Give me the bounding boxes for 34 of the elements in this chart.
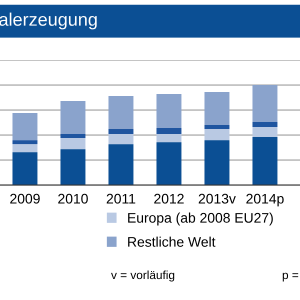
bar [252,137,278,186]
legend-label: Europa (ab 2008 EU27) [128,212,273,226]
bar [156,142,182,186]
x-tick-label: 2009 [10,194,40,204]
bar [60,138,86,150]
x-tick-label: 2011 [106,194,136,204]
bar [12,152,38,186]
bar [108,134,134,144]
x-tick-label: 2013v [198,194,236,204]
bar [204,125,230,130]
bar [252,127,278,138]
bar [156,128,182,134]
bar [156,134,182,142]
bar [252,85,278,122]
bar [12,140,38,144]
bar [204,92,230,126]
text: p = [282,272,298,282]
bar [108,96,134,130]
bar [60,149,86,186]
bar [204,129,230,140]
bar [108,129,134,134]
x-tick-label: 2010 [58,194,88,204]
bar [12,144,38,152]
bar [60,134,86,138]
bar [156,94,182,128]
text: v = vorläufig [111,270,174,282]
bar [60,101,86,134]
bar [204,140,230,186]
bar [12,113,38,140]
bar [108,144,134,186]
bar [252,122,278,128]
legend-label: Restliche Welt [128,236,216,247]
x-tick-label: 2012 [154,194,184,204]
x-tick-label: 2014p [246,194,284,206]
